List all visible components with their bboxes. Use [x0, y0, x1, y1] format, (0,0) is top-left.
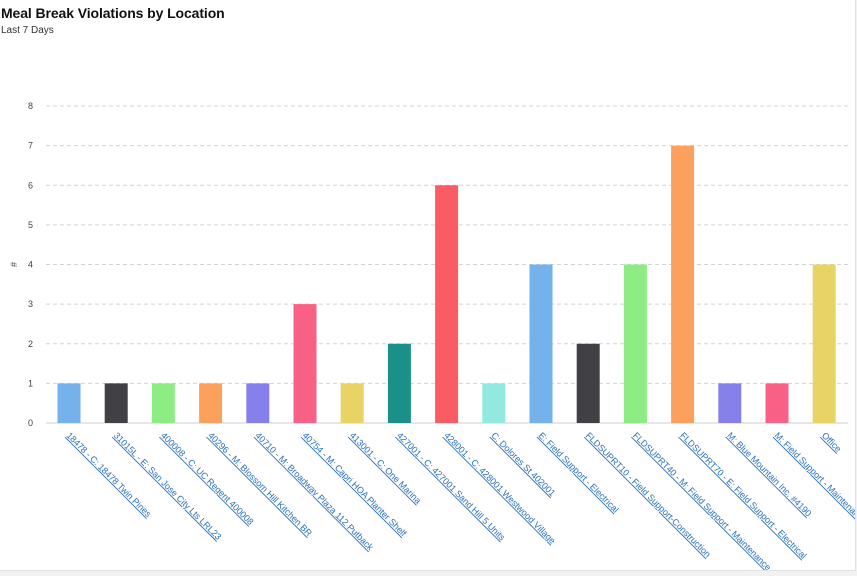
x-tick-label[interactable]: 40296 - M: Blossom Hill Kitchen BR — [206, 430, 314, 538]
bar[interactable] — [387, 343, 411, 423]
bar[interactable] — [812, 264, 836, 424]
x-tick-label[interactable]: Office — [820, 430, 844, 454]
bar[interactable] — [765, 383, 789, 423]
bar[interactable] — [671, 145, 695, 423]
bar[interactable] — [293, 304, 317, 423]
y-tick-label: 8 — [28, 101, 33, 111]
x-tick-label[interactable]: 18478 - C: 18478 Twin Pines — [65, 430, 154, 519]
y-axis-label: # — [9, 262, 19, 267]
y-tick-label: 0 — [28, 418, 33, 428]
bar[interactable] — [718, 383, 742, 423]
y-tick-label: 1 — [28, 378, 33, 388]
x-tick-label[interactable]: M: Blue Mountain Inc. #4190 — [725, 430, 813, 518]
y-tick-label: 6 — [28, 180, 33, 190]
x-tick-label[interactable]: M: Field Support - Maintenance — [773, 430, 855, 526]
bar[interactable] — [104, 383, 128, 423]
bar[interactable] — [199, 383, 223, 423]
x-tick-label[interactable]: 400008 - C: UC Regent 400008 — [159, 430, 256, 527]
y-tick-label: 5 — [28, 220, 33, 230]
bar[interactable] — [529, 264, 553, 424]
chart-title: Meal Break Violations by Location — [1, 5, 225, 21]
x-tick-label[interactable]: 40754 - M: Capri HOA Planter Shelf — [301, 430, 409, 538]
y-tick-label: 7 — [28, 141, 33, 151]
y-tick-label: 4 — [28, 260, 33, 270]
y-tick-label: 3 — [28, 299, 33, 309]
x-tick-label[interactable]: E: Field Support - Electrical — [537, 430, 621, 514]
bar[interactable] — [435, 185, 459, 423]
bar[interactable] — [151, 383, 175, 423]
bar[interactable] — [576, 343, 600, 423]
bar[interactable] — [340, 383, 364, 423]
bar[interactable] — [246, 383, 270, 423]
bar[interactable] — [482, 383, 506, 423]
y-tick-label: 2 — [28, 339, 33, 349]
bar[interactable] — [57, 383, 81, 423]
bar[interactable] — [623, 264, 647, 424]
chart-subtitle: Last 7 Days — [1, 25, 54, 36]
